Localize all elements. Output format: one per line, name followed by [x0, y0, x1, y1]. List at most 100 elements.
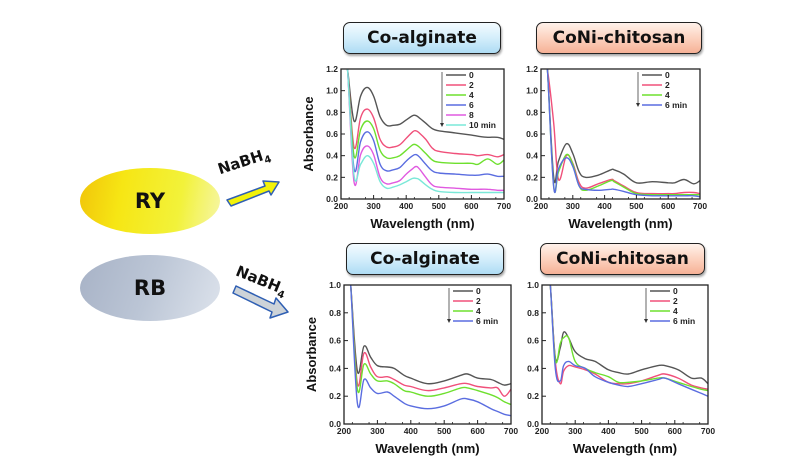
series-group	[549, 285, 708, 397]
plot-frame	[541, 284, 709, 425]
series-line-4	[549, 285, 708, 392]
x-tick-label: 300	[370, 426, 384, 436]
series-line-0	[549, 285, 708, 385]
dye-ellipse-ry: RY	[80, 168, 220, 234]
y-tick-label: 0.8	[527, 308, 539, 318]
y-tick-label: 1.2	[326, 64, 338, 74]
plot-frame	[540, 68, 701, 200]
x-tick-label: 500	[432, 201, 446, 211]
series-line-2	[546, 69, 700, 195]
arrow-down-icon	[447, 319, 451, 323]
dye-label-rb: RB	[133, 276, 167, 300]
legend-label: 4	[469, 90, 474, 100]
x-tick-label: 500	[437, 426, 451, 436]
x-tick-label: 600	[464, 201, 478, 211]
title-coni-chitosan-top: CoNi-chitosan	[536, 22, 702, 54]
legend-label: 10 min	[469, 120, 496, 130]
title-coni-chitosan-bottom: CoNi-chitosan	[540, 243, 705, 275]
series-group	[349, 285, 511, 417]
series-line-0	[546, 69, 700, 185]
y-tick-label: 0.2	[329, 391, 341, 401]
y-tick-label: 0.4	[526, 151, 538, 161]
legend-label: 2	[673, 296, 678, 306]
legend-label: 4	[665, 90, 670, 100]
x-tick-label: 400	[399, 201, 413, 211]
y-tick-label: 0.4	[527, 363, 539, 373]
series-line-6-min	[349, 285, 511, 417]
arrow-ry	[226, 180, 280, 207]
x-tick-label: 200	[534, 201, 548, 211]
y-tick-label: 0.8	[526, 107, 538, 117]
x-tick-label: 500	[635, 426, 649, 436]
series-line-6-min	[546, 69, 700, 198]
y-tick-label: 0.6	[326, 129, 338, 139]
series-line-2	[346, 69, 504, 158]
x-tick-label: 200	[535, 426, 549, 436]
arrow-down-icon	[440, 123, 444, 127]
x-tick-label: 700	[701, 426, 715, 436]
y-tick-label: 1.0	[326, 86, 338, 96]
x-tick-label: 600	[661, 201, 675, 211]
arrow-down-right-icon	[232, 285, 289, 319]
y-tick-label: 0.2	[526, 172, 538, 182]
x-tick-label: 700	[504, 426, 518, 436]
legend-label: 2	[665, 80, 670, 90]
series-line-2	[549, 285, 708, 390]
y-axis-label: Absorbance	[301, 96, 316, 171]
y-tick-label: 0.2	[527, 391, 539, 401]
series-line-2	[349, 285, 511, 397]
arrow-rb	[232, 285, 289, 319]
series-line-8	[346, 69, 504, 192]
y-tick-label: 0.6	[527, 336, 539, 346]
y-tick-label: 1.0	[526, 86, 538, 96]
arrow-right-icon	[226, 180, 280, 207]
series-line-0	[346, 69, 504, 141]
x-tick-label: 300	[566, 201, 580, 211]
series-line-6-min	[549, 285, 708, 397]
arrow-down-icon	[636, 103, 640, 107]
x-tick-label: 200	[334, 201, 348, 211]
legend-label: 0	[673, 286, 678, 296]
y-tick-label: 0.4	[329, 363, 341, 373]
chart-ry-coni-chitosan: 200 300 400 500 600 700 0.0 0.2 0.4 0.6 0.8 1.0 1.2 W…	[526, 64, 707, 231]
series-line-10-min	[346, 69, 504, 194]
legend-label: 8	[469, 110, 474, 120]
y-tick-label: 0.8	[329, 308, 341, 318]
y-tick-label: 0.0	[326, 194, 338, 204]
reagent-subscript: 4	[262, 153, 274, 167]
x-axis-label: Wavelength (nm)	[573, 441, 677, 456]
x-tick-label: 300	[367, 201, 381, 211]
title-co-alginate-top: Co-alginate	[343, 22, 501, 54]
legend-label: 0	[469, 70, 474, 80]
series-line-6	[346, 69, 504, 178]
x-tick-label: 700	[693, 201, 707, 211]
y-tick-label: 1.0	[527, 280, 539, 290]
series-group	[346, 69, 504, 194]
series-line-0	[349, 285, 511, 386]
x-axis-label: Wavelength (nm)	[370, 216, 474, 231]
x-tick-label: 600	[668, 426, 682, 436]
legend-label: 4	[476, 306, 481, 316]
x-tick-label: 700	[497, 201, 511, 211]
legend-label: 4	[673, 306, 678, 316]
series-group	[546, 69, 700, 198]
dye-label-ry: RY	[134, 189, 166, 213]
y-tick-label: 0.0	[329, 419, 341, 429]
plot-frame	[343, 284, 512, 425]
chart-ry-co-alginate: 200 300 400 500 600 700 0.0 0.2 0.4 0.6 0.8 1.0 1.2 W…	[301, 64, 511, 231]
title-co-alginate-bottom: Co-alginate	[346, 243, 504, 275]
y-tick-label: 0.8	[326, 107, 338, 117]
y-tick-label: 0.0	[526, 194, 538, 204]
x-tick-label: 600	[471, 426, 485, 436]
legend-label: 0	[476, 286, 481, 296]
x-tick-label: 400	[598, 201, 612, 211]
y-tick-label: 1.2	[526, 64, 538, 74]
y-tick-label: 1.0	[329, 280, 341, 290]
chart-rb-coni-chitosan: 200 300 400 500 600 700 0.0 0.2 0.4 0.6 0.8 1.0 Wave…	[527, 280, 715, 456]
legend-label: 6	[469, 100, 474, 110]
